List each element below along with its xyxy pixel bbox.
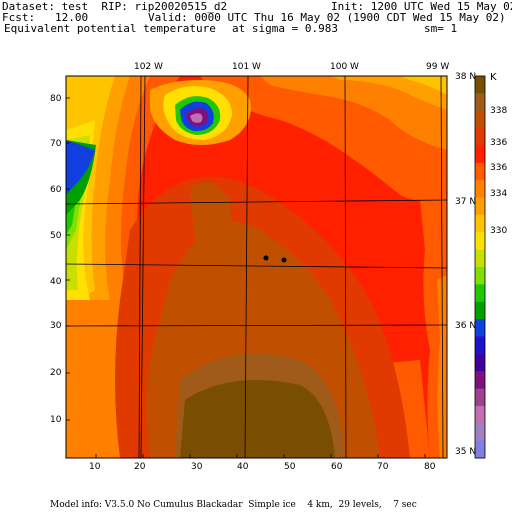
y-tick-label: 20 bbox=[50, 368, 62, 378]
lat-label: 35 N bbox=[455, 447, 477, 457]
x-tick-label: 10 bbox=[89, 462, 101, 472]
lat-label: 38 N bbox=[455, 72, 477, 82]
init-label: Init: 1200 UTC Wed 15 May 02 bbox=[331, 0, 512, 13]
colorbar-swatch bbox=[475, 388, 485, 407]
lon-label: 100 W bbox=[330, 62, 359, 72]
colorbar-swatch bbox=[475, 197, 485, 216]
lat-label: 37 N bbox=[455, 197, 477, 207]
filled-contours bbox=[66, 76, 447, 458]
plot-frame bbox=[65, 75, 448, 459]
dataset-label: Dataset: test RIP: rip20020515_d2 bbox=[2, 0, 228, 13]
x-tick-label: 20 bbox=[134, 462, 146, 472]
colorbar-label: 336 bbox=[490, 138, 508, 148]
model-info: Model info: V3.5.0 No Cumulus Blackadar … bbox=[50, 500, 417, 510]
boundary-lines bbox=[138, 75, 142, 459]
x-tick-label: 60 bbox=[331, 462, 343, 472]
fcst-label: Fcst: 12.00 bbox=[2, 11, 89, 24]
colorbar-swatch bbox=[475, 353, 485, 372]
x-tick-label: 70 bbox=[377, 462, 389, 472]
colorbar-swatch bbox=[475, 405, 485, 424]
y-tick-label: 80 bbox=[50, 94, 62, 104]
colorbar-swatch bbox=[475, 284, 485, 303]
smoothing-label: sm= 1 bbox=[424, 22, 458, 35]
valid-label: Valid: 0000 UTC Thu 16 May 02 (1900 CDT … bbox=[148, 11, 506, 24]
colorbar bbox=[474, 75, 486, 459]
colorbar-label: 336 bbox=[490, 163, 508, 173]
y-tick-label: 30 bbox=[50, 321, 62, 331]
colorbar-swatch bbox=[475, 267, 485, 285]
colorbar-swatch bbox=[475, 423, 485, 442]
colorbar-swatch bbox=[475, 110, 485, 129]
colorbar-swatch bbox=[475, 76, 485, 94]
lon-label: 102 W bbox=[134, 62, 163, 72]
colorbar-swatch bbox=[475, 440, 485, 459]
colorbar-label: 338 bbox=[490, 106, 508, 116]
colorbar-label: 330 bbox=[490, 226, 508, 236]
colorbar-swatch bbox=[475, 319, 485, 337]
colorbar-swatch bbox=[475, 128, 485, 146]
y-tick-label: 10 bbox=[50, 415, 62, 425]
x-tick-label: 40 bbox=[237, 462, 249, 472]
colorbar-unit: K bbox=[490, 72, 497, 83]
lon-label: 99 W bbox=[426, 62, 450, 72]
station-marker bbox=[281, 257, 287, 263]
colorbar-swatch bbox=[475, 371, 485, 390]
colorbar-swatch bbox=[475, 336, 485, 355]
colorbar-swatch bbox=[475, 301, 485, 320]
axis-ticks bbox=[66, 97, 426, 458]
colorbar-swatch bbox=[475, 232, 485, 251]
colorbar-frame bbox=[474, 75, 486, 459]
y-tick-label: 70 bbox=[50, 139, 62, 149]
field-label: Equivalent potential temperature bbox=[4, 22, 216, 35]
latlon-grid bbox=[66, 76, 447, 458]
colorbar-swatch bbox=[475, 214, 485, 233]
colorbar-swatch bbox=[475, 162, 485, 181]
y-tick-label: 40 bbox=[50, 277, 62, 287]
station-marker bbox=[263, 255, 269, 261]
colorbar-swatch bbox=[475, 180, 485, 199]
colorbar-swatch bbox=[475, 93, 485, 112]
sigma-label: at sigma = 0.983 bbox=[232, 22, 338, 35]
y-tick-label: 50 bbox=[50, 231, 62, 241]
y-tick-label: 60 bbox=[50, 185, 62, 195]
lon-label: 101 W bbox=[232, 62, 261, 72]
colorbar-swatch bbox=[475, 145, 485, 164]
x-tick-label: 50 bbox=[284, 462, 296, 472]
x-tick-label: 30 bbox=[191, 462, 203, 472]
colorbar-swatch bbox=[475, 249, 485, 268]
x-tick-label: 80 bbox=[424, 462, 436, 472]
lat-label: 36 N bbox=[455, 321, 477, 331]
colorbar-label: 334 bbox=[490, 189, 508, 199]
